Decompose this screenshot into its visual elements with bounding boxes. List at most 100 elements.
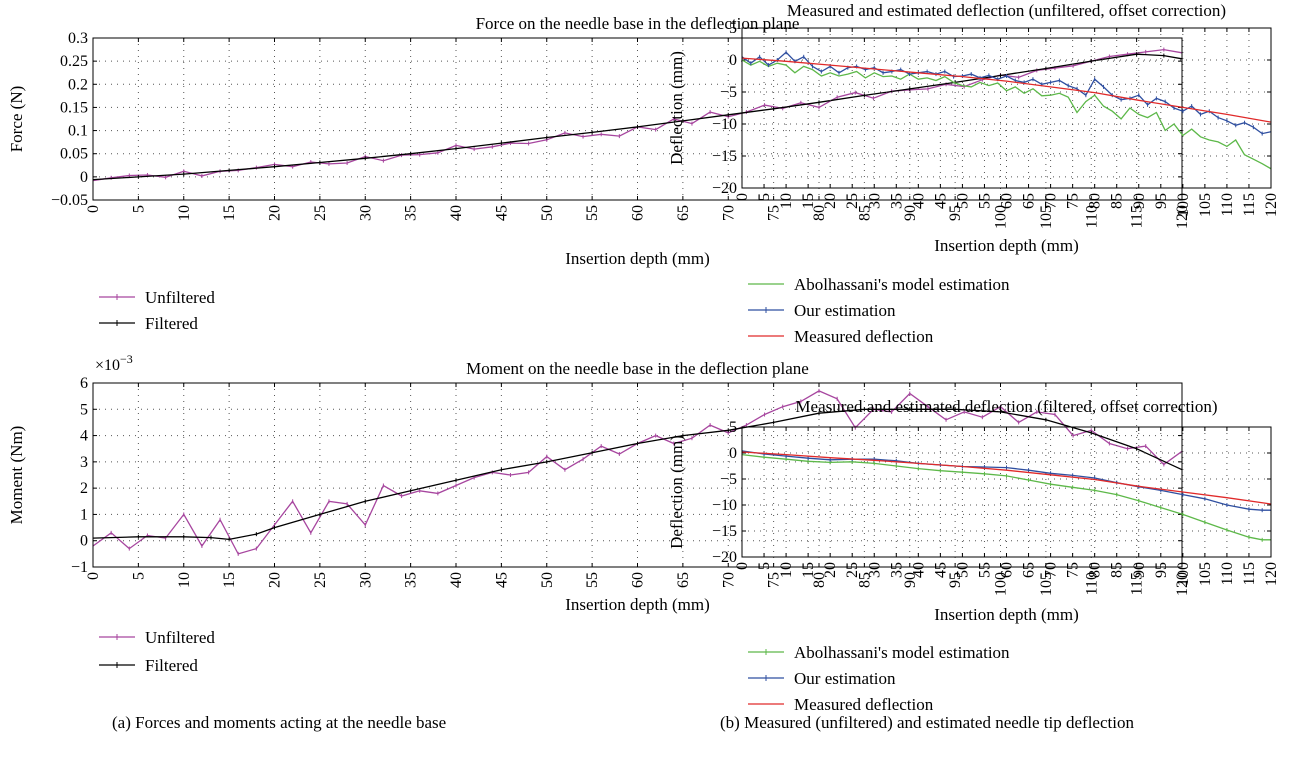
legend: Abolhassani's model estimation Our estima… bbox=[748, 643, 1010, 714]
x-tick-label: 45 bbox=[932, 193, 949, 209]
x-tick-label: 65 bbox=[675, 205, 692, 221]
x-tick-label: 15 bbox=[221, 205, 238, 221]
plot-frame bbox=[741, 27, 1272, 189]
x-tick-label: 70 bbox=[1043, 562, 1060, 578]
x-tick-label: 95 bbox=[1153, 562, 1170, 578]
x-tick-label: 60 bbox=[999, 562, 1016, 578]
x-tick-label: 110 bbox=[1219, 562, 1236, 585]
x-tick-label: 10 bbox=[778, 193, 795, 209]
x-axis-label: Insertion depth (mm) bbox=[565, 249, 709, 268]
y-multiplier: ×10−3 bbox=[95, 352, 133, 374]
y-tick-label: 0 bbox=[729, 445, 737, 462]
x-tick-label: 85 bbox=[856, 572, 873, 588]
x-tick-label: 70 bbox=[720, 572, 737, 588]
x-tick-label: 90 bbox=[902, 572, 919, 588]
x-tick-label: 35 bbox=[403, 205, 420, 221]
x-tick-label: 90 bbox=[902, 205, 919, 221]
x-tick-label: 105 bbox=[1197, 562, 1214, 586]
x-tick-label: 55 bbox=[976, 562, 993, 578]
chart-title: Force on the needle base in the deflecti… bbox=[476, 14, 800, 33]
series-3 bbox=[741, 451, 1272, 505]
y-tick-label: 0.05 bbox=[60, 146, 88, 163]
x-tick-label: 110 bbox=[1219, 193, 1236, 216]
x-tick-label: 35 bbox=[403, 572, 420, 588]
y-tick-label: 0 bbox=[80, 533, 88, 550]
x-tick-label: 55 bbox=[584, 572, 601, 588]
x-tick-label: 25 bbox=[312, 205, 329, 221]
y-tick-label: −1 bbox=[71, 559, 88, 576]
x-tick-label: 85 bbox=[856, 205, 873, 221]
x-tick-label: 65 bbox=[675, 572, 692, 588]
x-tick-label: 40 bbox=[910, 193, 927, 209]
x-tick-label: 25 bbox=[312, 572, 329, 588]
x-axis-label: Insertion depth (mm) bbox=[565, 595, 709, 614]
x-tick-label: 110 bbox=[1083, 572, 1100, 595]
x-tick-label: 75 bbox=[1065, 562, 1082, 578]
x-tick-label: 115 bbox=[1129, 572, 1146, 595]
x-tick-label: 40 bbox=[448, 205, 465, 221]
x-tick-label: 120 bbox=[1174, 205, 1191, 229]
x-tick-label: 105 bbox=[1038, 572, 1055, 596]
y-axis-label: Deflection (mm) bbox=[667, 51, 686, 165]
x-tick-label: 85 bbox=[1109, 193, 1126, 209]
x-tick-label: 80 bbox=[1087, 193, 1104, 209]
x-tick-label: 5 bbox=[756, 562, 773, 570]
y-tick-label: 6 bbox=[80, 375, 88, 392]
chart-4: Measured and estimated deflection (filte… bbox=[667, 397, 1280, 714]
y-tick-label: −5 bbox=[720, 84, 737, 101]
x-tick-label: 90 bbox=[1131, 193, 1148, 209]
x-axis-label: Insertion depth (mm) bbox=[934, 605, 1078, 624]
y-tick-label: 5 bbox=[729, 20, 737, 37]
x-tick-label: 5 bbox=[130, 205, 147, 213]
x-tick-label: 55 bbox=[584, 205, 601, 221]
legend-label: Measured deflection bbox=[794, 327, 934, 346]
plot-frame bbox=[92, 37, 1183, 201]
x-tick-label: 30 bbox=[866, 193, 883, 209]
x-tick-label: 10 bbox=[778, 562, 795, 578]
x-tick-label: 50 bbox=[954, 193, 971, 209]
x-tick-label: 50 bbox=[539, 205, 556, 221]
x-tick-label: 10 bbox=[176, 572, 193, 588]
y-tick-label: −20 bbox=[712, 549, 737, 566]
chart-title: Measured and estimated deflection (unfil… bbox=[787, 1, 1226, 20]
series-2 bbox=[92, 407, 1183, 542]
y-axis-label: Deflection (mm) bbox=[667, 435, 686, 549]
x-tick-label: 80 bbox=[811, 572, 828, 588]
x-tick-label: 25 bbox=[844, 562, 861, 578]
x-tick-label: 45 bbox=[493, 572, 510, 588]
x-tick-label: 45 bbox=[932, 562, 949, 578]
legend-label: Unfiltered bbox=[145, 628, 215, 647]
x-tick-label: 115 bbox=[1241, 562, 1258, 585]
x-tick-label: 85 bbox=[1109, 562, 1126, 578]
x-tick-label: 100 bbox=[1175, 562, 1192, 586]
y-tick-label: 0 bbox=[80, 169, 88, 186]
x-tick-label: 115 bbox=[1241, 193, 1258, 216]
x-tick-label: 0 bbox=[734, 562, 751, 570]
x-tick-label: 95 bbox=[947, 205, 964, 221]
x-tick-label: 15 bbox=[800, 562, 817, 578]
x-tick-label: 20 bbox=[822, 562, 839, 578]
x-tick-label: 60 bbox=[630, 205, 647, 221]
legend-label: Abolhassani's model estimation bbox=[794, 275, 1010, 294]
legend-label: Filtered bbox=[145, 656, 198, 675]
x-tick-label: 105 bbox=[1197, 193, 1214, 217]
y-axis-label: Moment (Nm) bbox=[7, 426, 26, 525]
series-3 bbox=[741, 57, 1272, 123]
x-tick-label: 70 bbox=[720, 205, 737, 221]
series-line bbox=[741, 450, 1271, 511]
legend-label: Unfiltered bbox=[145, 288, 215, 307]
y-tick-label: 0.2 bbox=[68, 76, 88, 93]
x-tick-label: 5 bbox=[756, 193, 773, 201]
x-tick-label: 30 bbox=[357, 572, 374, 588]
x-axis-label: Insertion depth (mm) bbox=[934, 236, 1078, 255]
x-tick-label: 20 bbox=[822, 193, 839, 209]
x-tick-label: 120 bbox=[1263, 562, 1280, 586]
chart-3: Measured and estimated deflection (unfil… bbox=[667, 1, 1280, 346]
x-tick-label: 120 bbox=[1174, 572, 1191, 596]
chart-1: Force on the needle base in the deflecti… bbox=[7, 14, 1191, 333]
x-tick-label: 45 bbox=[493, 205, 510, 221]
legend-label: Our estimation bbox=[794, 301, 896, 320]
x-tick-label: 0 bbox=[734, 193, 751, 201]
series-1 bbox=[92, 47, 1183, 183]
